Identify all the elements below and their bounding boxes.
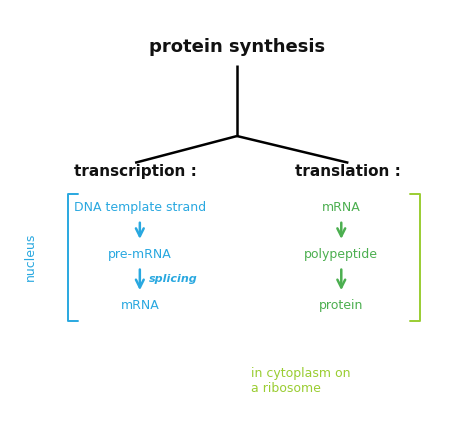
Text: pre-mRNA: pre-mRNA (108, 248, 172, 261)
Text: protein: protein (319, 299, 364, 312)
Text: transcription :: transcription : (73, 164, 197, 179)
Text: mRNA: mRNA (120, 299, 159, 312)
Text: polypeptide: polypeptide (304, 248, 378, 261)
Text: protein synthesis: protein synthesis (149, 38, 325, 56)
Text: DNA template strand: DNA template strand (74, 201, 206, 214)
Text: nucleus: nucleus (24, 232, 37, 281)
Text: splicing: splicing (149, 274, 198, 284)
Text: mRNA: mRNA (322, 201, 361, 214)
Text: in cytoplasm on
a ribosome: in cytoplasm on a ribosome (251, 368, 351, 395)
Text: translation :: translation : (295, 164, 401, 179)
